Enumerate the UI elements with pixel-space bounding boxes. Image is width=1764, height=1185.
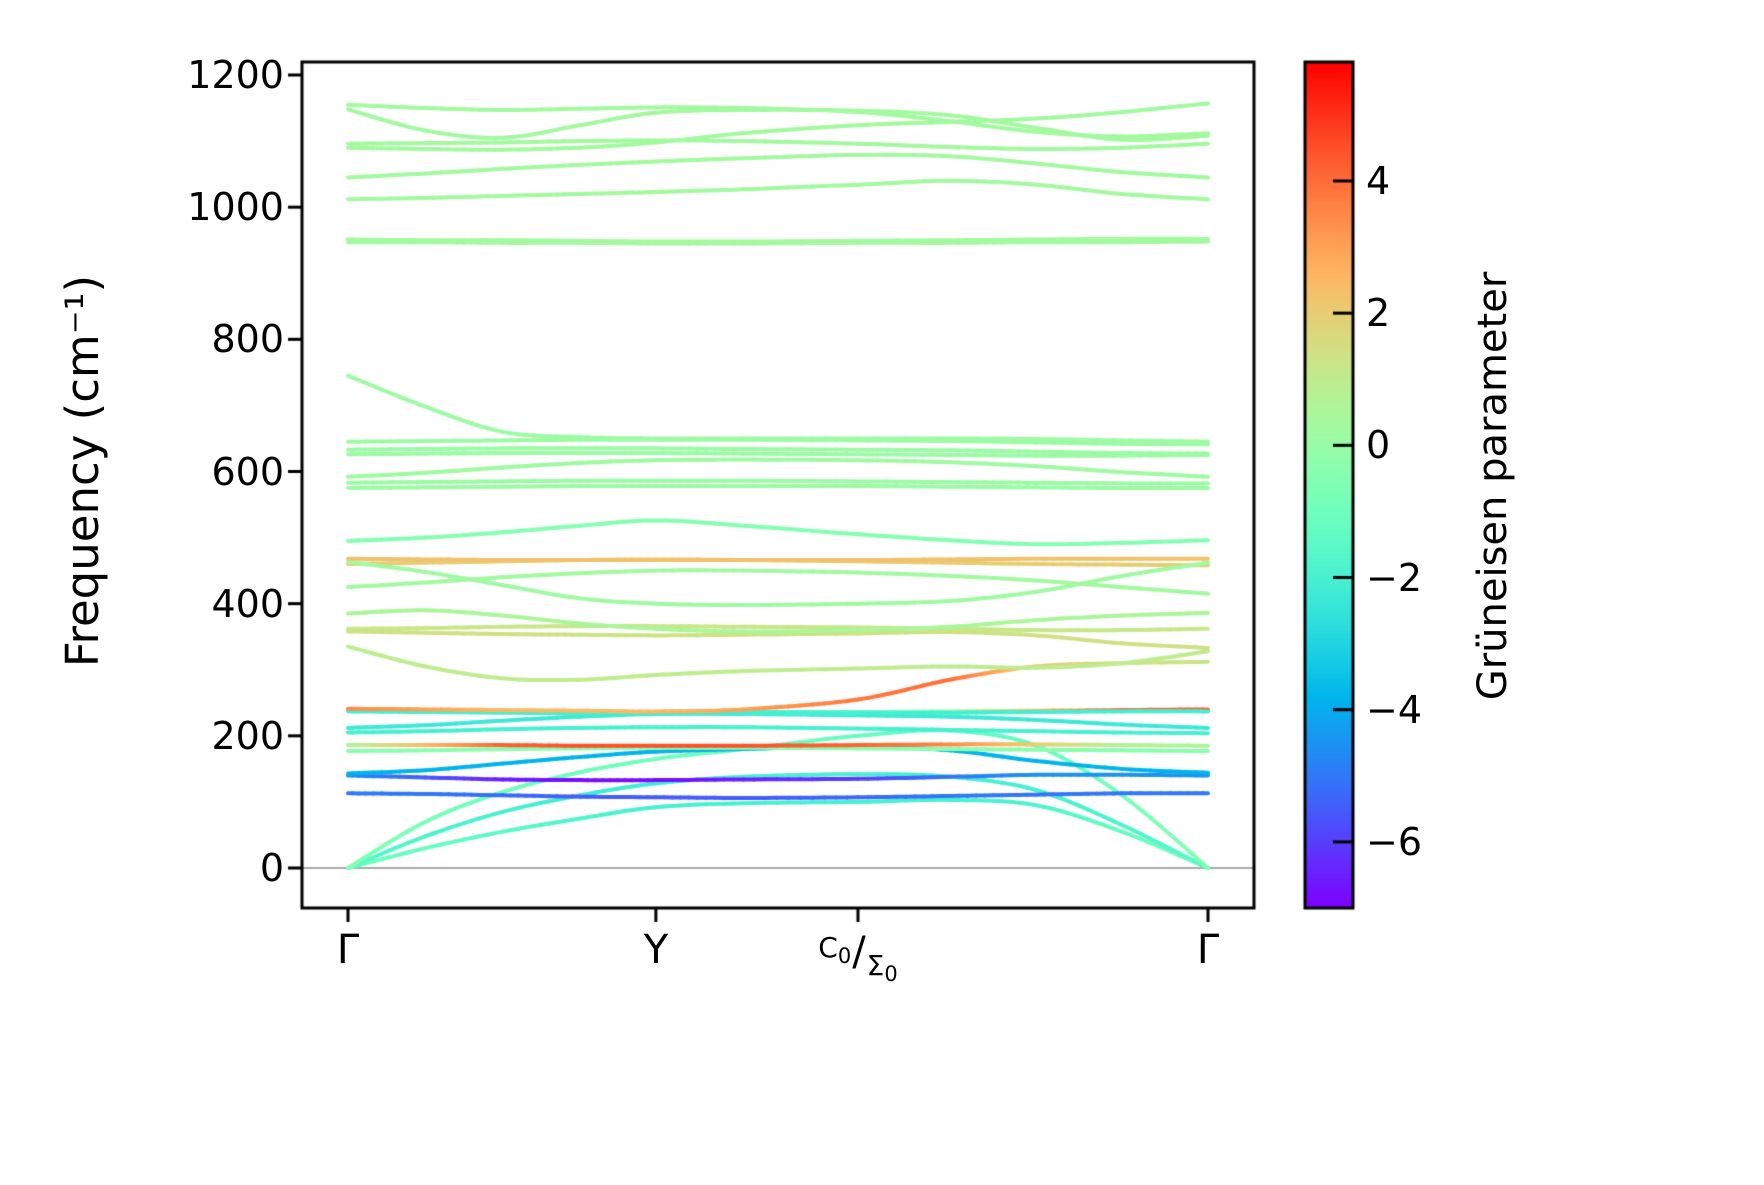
c-label-first-letter: C xyxy=(818,931,838,964)
y-tick-label: 200 xyxy=(211,714,284,758)
c-label-second-sub: 0 xyxy=(884,962,898,986)
colorbar-label: Grüneisen parameter xyxy=(1470,271,1516,701)
colorbar-tick-label: 2 xyxy=(1366,291,1391,335)
c-label-second-letter: Σ xyxy=(866,949,885,982)
colorbar-tick-label: −6 xyxy=(1366,820,1423,864)
colorbar-tick-label: 0 xyxy=(1366,423,1391,467)
colorbar-tick-label: 4 xyxy=(1366,159,1391,203)
y-tick-label: 1000 xyxy=(187,185,284,229)
c-label-first: C0 xyxy=(818,931,851,968)
y-tick-label: 800 xyxy=(211,317,284,361)
colorbar-tick-label: −2 xyxy=(1366,556,1423,600)
c-label-second: Σ0 xyxy=(866,949,898,986)
y-tick-label: 600 xyxy=(211,450,284,494)
y-axis-label: Frequency (cm⁻¹) xyxy=(56,274,109,668)
colorbar-tick-label: −4 xyxy=(1366,688,1423,732)
c-label-slash: / xyxy=(852,929,866,975)
x-tick-label-y: Y xyxy=(643,927,669,973)
c-label-first-sub: 0 xyxy=(837,944,852,968)
y-tick-label: 400 xyxy=(211,582,284,626)
y-tick-label: 1200 xyxy=(187,53,284,97)
y-tick-label: 0 xyxy=(259,846,284,890)
x-tick-label-c0-sigma0: C0/Σ0 xyxy=(778,931,938,986)
x-tick-label-gamma-left: Γ xyxy=(336,927,360,973)
x-tick-label-gamma-right: Γ xyxy=(1196,927,1220,973)
